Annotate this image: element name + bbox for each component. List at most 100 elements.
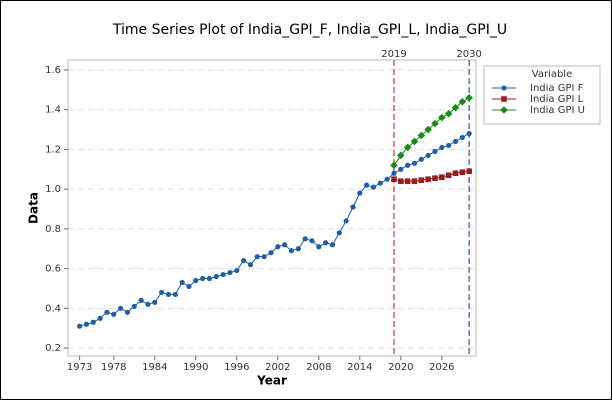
point bbox=[145, 301, 151, 307]
y-tick-label: 1.2 bbox=[45, 144, 61, 155]
legend-marker bbox=[501, 96, 507, 102]
point bbox=[247, 262, 254, 268]
y-tick-label: 1.4 bbox=[45, 105, 61, 116]
point bbox=[104, 309, 110, 315]
point bbox=[431, 119, 439, 128]
point bbox=[432, 175, 438, 182]
point bbox=[111, 311, 117, 317]
point bbox=[364, 182, 370, 188]
x-tick-label: 2026 bbox=[429, 362, 454, 373]
y-tick-label: 1.0 bbox=[45, 184, 61, 195]
point bbox=[384, 176, 390, 182]
point bbox=[213, 273, 219, 280]
point bbox=[446, 142, 452, 149]
point bbox=[405, 162, 411, 168]
x-tick-label: 1990 bbox=[183, 362, 208, 373]
point bbox=[288, 248, 295, 254]
point bbox=[295, 246, 301, 252]
legend-title: Variable bbox=[532, 69, 573, 80]
legend-box bbox=[483, 65, 601, 125]
point bbox=[193, 277, 199, 284]
point bbox=[451, 103, 460, 112]
x-tick-label: 1978 bbox=[101, 362, 126, 373]
point bbox=[241, 258, 247, 264]
y-tick-label: 0.2 bbox=[45, 343, 61, 354]
point bbox=[268, 250, 274, 256]
point bbox=[227, 269, 233, 276]
legend-marker bbox=[501, 85, 507, 91]
point bbox=[417, 131, 426, 140]
point bbox=[77, 323, 83, 329]
x-tick-label: 2020 bbox=[388, 362, 413, 373]
x-tick-label: 1996 bbox=[224, 362, 249, 373]
legend-marker bbox=[500, 106, 508, 114]
x-tick-label: 2008 bbox=[306, 362, 331, 373]
point bbox=[466, 168, 472, 175]
point bbox=[261, 254, 267, 260]
point bbox=[403, 143, 412, 152]
point bbox=[179, 279, 185, 286]
x-tick-label: 2014 bbox=[347, 362, 372, 373]
point bbox=[336, 230, 342, 236]
point bbox=[234, 267, 240, 274]
point bbox=[411, 178, 418, 184]
legend-label: India GPI L bbox=[530, 94, 584, 105]
point bbox=[131, 303, 137, 309]
point bbox=[404, 178, 411, 184]
point bbox=[200, 275, 206, 282]
point bbox=[438, 113, 446, 122]
point bbox=[370, 184, 377, 190]
point bbox=[398, 166, 404, 172]
point bbox=[465, 93, 473, 102]
point bbox=[254, 254, 260, 260]
x-axis-label: Year bbox=[256, 374, 287, 388]
chart-title: Time Series Plot of India_GPI_F, India_G… bbox=[112, 22, 507, 38]
point bbox=[452, 138, 459, 145]
point bbox=[206, 275, 213, 282]
point bbox=[458, 97, 467, 106]
point bbox=[410, 137, 419, 146]
point bbox=[459, 134, 465, 141]
point bbox=[275, 244, 281, 250]
plot-frame bbox=[67, 59, 477, 357]
point bbox=[390, 161, 398, 170]
point bbox=[418, 177, 425, 183]
point bbox=[350, 204, 356, 210]
point bbox=[377, 180, 383, 186]
x-tick-label: 1973 bbox=[67, 362, 92, 373]
x-tick-label: 2002 bbox=[265, 362, 290, 373]
point bbox=[357, 190, 363, 196]
point bbox=[418, 156, 424, 162]
point bbox=[159, 289, 165, 296]
point bbox=[90, 319, 96, 325]
x-tick-label: 1984 bbox=[142, 362, 167, 373]
point bbox=[466, 130, 472, 137]
point bbox=[302, 236, 308, 242]
point bbox=[391, 170, 397, 176]
point bbox=[398, 178, 404, 184]
point bbox=[444, 109, 453, 118]
legend-label: India GPI F bbox=[530, 83, 584, 94]
point bbox=[172, 291, 178, 298]
point bbox=[165, 291, 172, 298]
point bbox=[424, 125, 432, 134]
point bbox=[329, 242, 336, 248]
y-tick-label: 0.4 bbox=[45, 303, 61, 314]
y-tick-label: 0.6 bbox=[45, 264, 61, 275]
point bbox=[282, 242, 288, 248]
point bbox=[432, 148, 438, 154]
point bbox=[186, 283, 192, 290]
point bbox=[425, 152, 431, 158]
point bbox=[220, 271, 226, 278]
point bbox=[124, 309, 131, 315]
point bbox=[439, 144, 445, 151]
y-axis-label: Data bbox=[27, 192, 41, 224]
point bbox=[309, 238, 315, 244]
y-tick-label: 0.8 bbox=[45, 224, 61, 235]
legend-label: India GPI U bbox=[530, 105, 585, 116]
series-line bbox=[79, 133, 470, 327]
point bbox=[316, 244, 322, 250]
point bbox=[445, 172, 452, 179]
